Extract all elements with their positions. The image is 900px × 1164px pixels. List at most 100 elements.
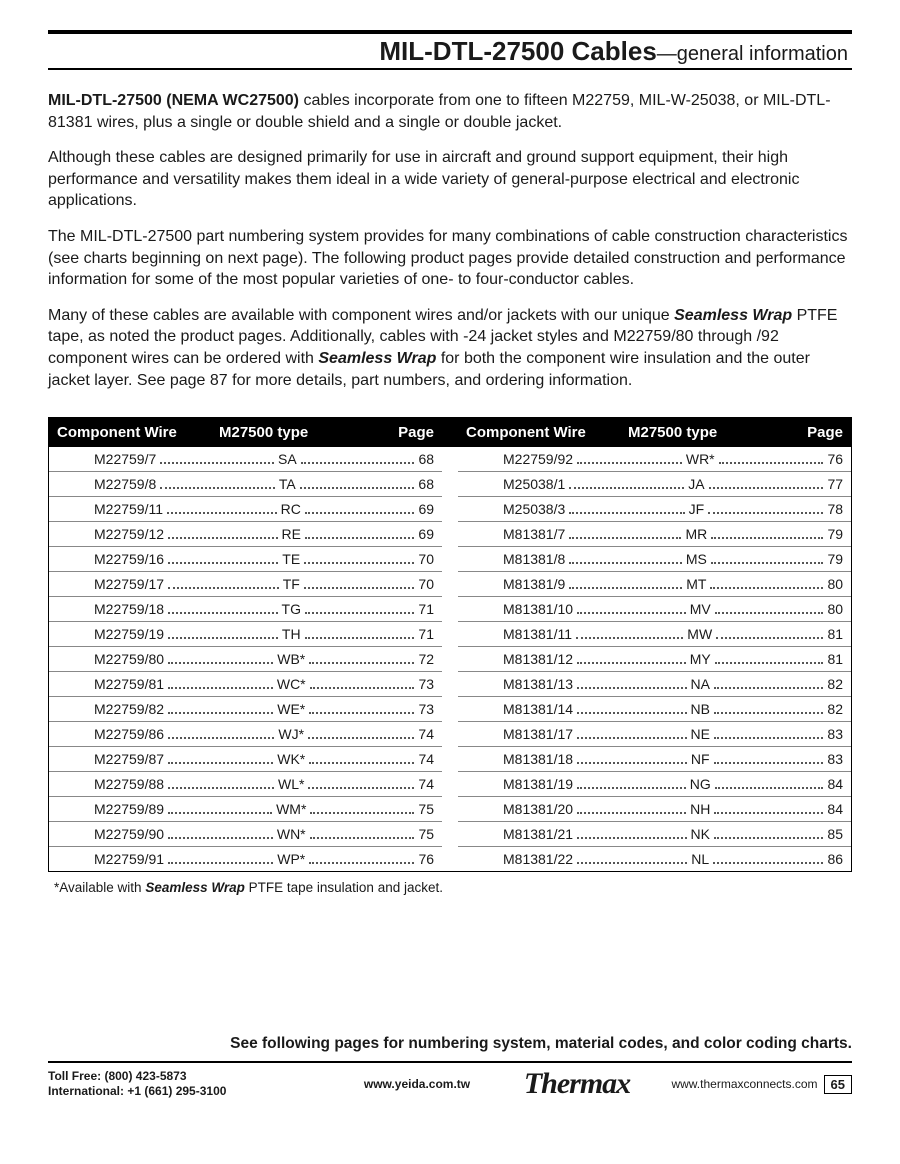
cell-m27500-type: TF [283, 576, 300, 592]
p4-a: Many of these cables are available with … [48, 307, 674, 324]
cell-m27500-type: MT [686, 576, 706, 592]
dot-leader [168, 731, 274, 739]
cell-component-wire: M22759/81 [94, 676, 164, 692]
dot-leader [304, 581, 415, 589]
cell-page-number: 68 [418, 476, 434, 492]
dot-leader [714, 756, 824, 764]
cell-m27500-type: RE [282, 526, 301, 542]
table-row: M22759/89 WM* 75 [49, 797, 442, 822]
dot-leader [714, 681, 823, 689]
cell-component-wire: M81381/18 [503, 751, 573, 767]
footer-right-url: www.thermaxconnects.com [671, 1077, 817, 1091]
dot-leader [168, 756, 273, 764]
cell-page-number: 77 [827, 476, 843, 492]
table-row: M81381/9MT80 [458, 572, 851, 597]
dot-leader [577, 831, 686, 839]
cell-component-wire: M81381/22 [503, 851, 573, 867]
cell-m27500-type: JA [688, 476, 704, 492]
table-row: M22759/8TA68 [49, 472, 442, 497]
cell-page-number: 75 [418, 801, 434, 817]
page-title-main: MIL-DTL-27500 Cables [379, 36, 656, 66]
cell-component-wire: M22759/82 [94, 701, 164, 717]
footer-tollfree: Toll Free: (800) 423-5873 [48, 1069, 332, 1085]
component-wire-table: Component Wire M27500 type Page Componen… [48, 417, 852, 872]
dot-leader [569, 531, 681, 539]
table-row: M25038/1JA77 [458, 472, 851, 497]
cell-page-number: 79 [827, 551, 843, 567]
dot-leader [308, 781, 414, 789]
table-row: M22759/92WR*76 [458, 447, 851, 472]
dot-leader [577, 806, 686, 814]
cell-component-wire: M81381/11 [503, 626, 572, 642]
dot-leader [304, 556, 414, 564]
cell-m27500-type: MR [685, 526, 707, 542]
cell-m27500-type: NE [691, 726, 710, 742]
cell-page-number: 71 [418, 601, 434, 617]
dot-leader [715, 656, 824, 664]
cell-m27500-type: TH [282, 626, 301, 642]
intro-paragraphs: MIL-DTL-27500 (NEMA WC27500) cables inco… [48, 90, 852, 391]
cell-page-number: 83 [827, 726, 843, 742]
footer-right: www.thermaxconnects.com 65 [652, 1075, 852, 1094]
dot-leader [168, 831, 273, 839]
cell-page-number: 83 [827, 751, 843, 767]
cell-page-number: 86 [827, 851, 843, 867]
cell-page-number: 81 [827, 626, 843, 642]
dot-leader [168, 581, 279, 589]
dot-leader [310, 831, 415, 839]
cell-component-wire: M22759/92 [503, 451, 573, 467]
dot-leader [168, 606, 277, 614]
footer-page-number: 65 [824, 1075, 852, 1094]
cell-page-number: 76 [827, 451, 843, 467]
table-row: M81381/18NF83 [458, 747, 851, 772]
footer-contact: Toll Free: (800) 423-5873 International:… [48, 1069, 332, 1100]
cell-m27500-type: SA [278, 451, 297, 467]
dot-leader [709, 481, 824, 489]
cell-component-wire: M22759/89 [94, 801, 164, 817]
cell-component-wire: M22759/8 [94, 476, 156, 492]
cell-m27500-type: NH [690, 801, 710, 817]
cell-page-number: 69 [418, 501, 434, 517]
cell-m27500-type: WE* [277, 701, 305, 717]
dot-leader [309, 856, 414, 864]
cell-page-number: 80 [827, 601, 843, 617]
cell-component-wire: M22759/90 [94, 826, 164, 842]
dot-leader [569, 506, 684, 514]
dot-leader [309, 756, 414, 764]
dot-leader [577, 756, 687, 764]
dot-leader [576, 631, 683, 639]
cell-m27500-type: NA [691, 676, 710, 692]
table-row: M22759/81WC*73 [49, 672, 442, 697]
footnote-seamless: Seamless Wrap [145, 880, 245, 895]
dot-leader [168, 681, 273, 689]
table-row: M81381/11MW81 [458, 622, 851, 647]
dot-leader [577, 606, 686, 614]
dot-leader [300, 481, 415, 489]
cell-page-number: 84 [827, 801, 843, 817]
cell-component-wire: M81381/17 [503, 726, 573, 742]
dot-leader [715, 781, 824, 789]
table-row: M22759/90WN*75 [49, 822, 442, 847]
dot-leader [577, 456, 682, 464]
dot-leader [168, 806, 272, 814]
dot-leader [577, 731, 686, 739]
cell-page-number: 74 [418, 726, 434, 742]
cell-m27500-type: WM* [276, 801, 306, 817]
dot-leader [708, 506, 823, 514]
cell-page-number: 85 [827, 826, 843, 842]
dot-leader [168, 556, 278, 564]
dot-leader [577, 681, 686, 689]
table-row: M22759/16TE70 [49, 547, 442, 572]
dot-leader [714, 731, 823, 739]
footnote-b: PTFE tape insulation and jacket. [245, 880, 443, 895]
dot-leader [168, 706, 273, 714]
cell-component-wire: M81381/21 [503, 826, 573, 842]
dot-leader [305, 506, 415, 514]
cell-m27500-type: RC [281, 501, 301, 517]
dot-leader [310, 806, 414, 814]
cell-component-wire: M22759/11 [94, 501, 163, 517]
cell-component-wire: M81381/20 [503, 801, 573, 817]
table-row: M22759/17TF70 [49, 572, 442, 597]
cell-m27500-type: WP* [277, 851, 305, 867]
cell-page-number: 84 [827, 776, 843, 792]
